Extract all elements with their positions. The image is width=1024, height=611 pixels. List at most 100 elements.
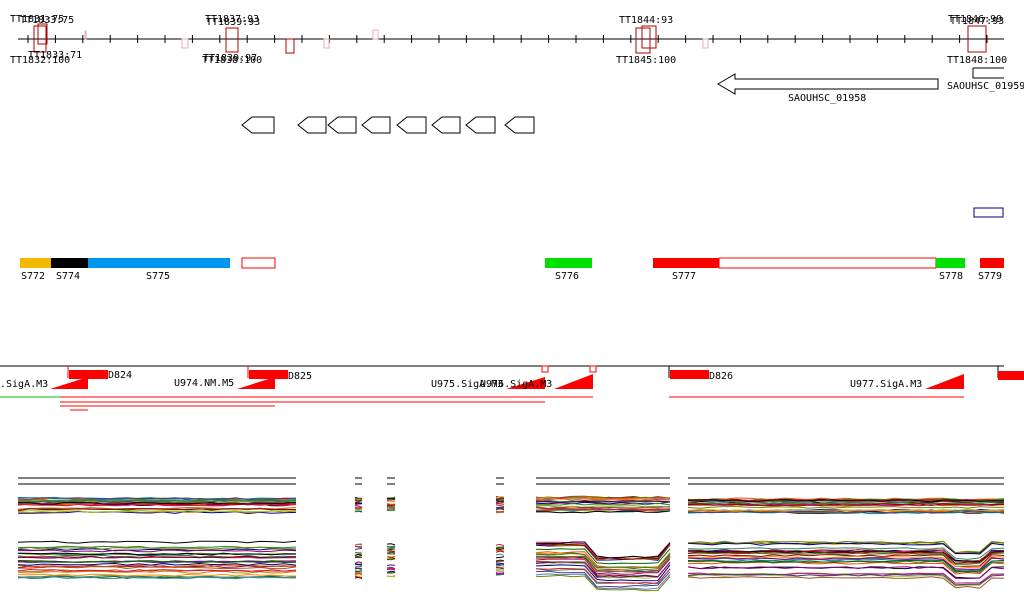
expression-profile-line <box>354 499 363 502</box>
terminator-label-tt1833: TT1833:75 <box>20 15 74 26</box>
expression-profile-line <box>687 510 1005 514</box>
expression-profile-line <box>386 546 396 549</box>
expression-profile-line <box>535 567 671 585</box>
expression-profile-line <box>687 542 1005 555</box>
expression-profile-line <box>17 562 297 566</box>
segment-s777-tail[interactable] <box>718 257 937 269</box>
segment-s775[interactable] <box>88 258 230 268</box>
coordinate-axis <box>18 35 1004 43</box>
motif-wedge-3[interactable] <box>506 377 545 389</box>
feature-bar-end[interactable] <box>998 371 1024 380</box>
expression-profile-line <box>535 561 671 578</box>
terminator-tt1833[interactable] <box>37 23 48 45</box>
expression-profile-line <box>535 505 671 509</box>
expression-profile-line <box>17 555 297 559</box>
expression-profile-line <box>386 555 396 558</box>
feature-label-u975: U975.SigA.M3 <box>431 379 503 390</box>
expression-profile-line <box>495 559 505 563</box>
expression-profile-line <box>496 563 505 567</box>
expression-profile-line <box>17 503 297 507</box>
feature-bar-d825[interactable] <box>249 370 288 379</box>
motif-wedge-5[interactable] <box>925 374 964 389</box>
expression-profile-line <box>386 547 396 550</box>
feature-bar-d826[interactable] <box>670 370 709 379</box>
gene-label-saouhsc-01959: SAOUHSC_01959 <box>947 81 1024 92</box>
terminator-label-tt1832: TT1832:100 <box>10 55 70 66</box>
segment-s776[interactable] <box>545 258 592 268</box>
terminator-tt1837[interactable] <box>225 27 239 53</box>
expression-profile-line <box>495 549 505 553</box>
expression-profile-line <box>495 556 505 559</box>
expression-profile-line <box>17 560 297 564</box>
terminator-tt1838[interactable] <box>285 38 295 54</box>
expression-profile-line <box>687 501 1005 505</box>
segment-label-s777: S777 <box>672 271 696 282</box>
expression-profile-line <box>687 557 1005 570</box>
terminator-tt1845[interactable] <box>641 25 657 49</box>
expression-profile-line <box>17 546 297 550</box>
expression-profile-line <box>17 508 297 512</box>
feature-label-d824: D824 <box>108 370 132 381</box>
expression-profile-line <box>535 564 671 582</box>
expression-profile-line <box>495 496 505 499</box>
terminator-boxes[interactable] <box>33 23 987 54</box>
expression-profile-line <box>495 553 505 556</box>
expression-profile-line <box>354 505 363 508</box>
expression-profile-line <box>386 543 396 546</box>
terminator-label-tt1839b: TT1839:97 <box>203 53 257 64</box>
terminator-tt1844[interactable] <box>635 27 651 54</box>
feature-bar-d824[interactable] <box>69 370 108 379</box>
expression-profile-line <box>354 564 363 567</box>
expression-profile-line <box>535 506 671 509</box>
segment-s777[interactable] <box>653 258 719 268</box>
motif-wedge-4[interactable] <box>554 374 593 389</box>
expression-profile-line <box>687 508 1005 512</box>
expression-profile-line <box>535 548 671 565</box>
segment-unlabeled-1[interactable] <box>241 257 276 269</box>
expression-profile-line <box>535 570 671 588</box>
segment-s778[interactable] <box>936 258 965 268</box>
segment-label-s776: S776 <box>555 271 579 282</box>
expression-profile-line <box>17 497 297 501</box>
expression-profile-line <box>387 550 396 553</box>
expression-profile-line <box>495 562 505 565</box>
gene-arrow-saouhsc-01958[interactable] <box>717 73 939 95</box>
expression-profile-line <box>354 502 363 504</box>
expression-profile-line <box>17 548 297 552</box>
motif-wedge-2[interactable] <box>237 377 275 389</box>
terminator-label-tt1845: TT1845:100 <box>616 55 676 66</box>
segment-track: S772 S774 S775 S776 S777 S778 S779 <box>20 257 1004 282</box>
expression-profile-line <box>687 540 1005 554</box>
expression-profile-line <box>495 548 505 550</box>
expression-profile-line <box>354 497 363 500</box>
expression-profile-line <box>535 552 671 570</box>
expression-profile-line <box>495 510 505 514</box>
unknown-feature-box[interactable] <box>973 207 1004 218</box>
motif-wedge-1[interactable] <box>50 377 88 389</box>
feature-label-d826: D826 <box>709 371 733 382</box>
expression-profile-line <box>535 499 670 503</box>
expression-profile-line <box>688 550 1005 563</box>
expression-profile-line <box>17 552 297 556</box>
gene-arrow-saouhsc-01959[interactable] <box>972 67 1004 79</box>
expression-profile-line <box>17 510 297 515</box>
expression-profile-line <box>687 559 1005 573</box>
expression-profile-line <box>495 504 505 507</box>
expression-profile-line <box>687 504 1005 507</box>
expression-profile-line <box>687 547 1005 560</box>
expression-profile-line <box>17 540 297 544</box>
segment-s779[interactable] <box>980 258 1004 268</box>
expression-profile-line <box>386 505 396 508</box>
segment-s774[interactable] <box>51 258 88 268</box>
terminator-tt1847[interactable] <box>967 25 987 53</box>
expression-profile-line <box>354 510 363 513</box>
expression-profile-line <box>354 509 363 511</box>
expression-profile-line <box>687 574 1005 587</box>
segment-s772[interactable] <box>20 258 51 268</box>
expression-profile-line <box>495 567 505 570</box>
terminator-label-tt1833b: TT1833:71 <box>28 50 82 61</box>
segment-label-s772: S772 <box>21 271 45 282</box>
segment-label-s774: S774 <box>56 271 80 282</box>
terminator-tt1831[interactable] <box>33 25 47 53</box>
expression-profile-line <box>17 501 297 505</box>
